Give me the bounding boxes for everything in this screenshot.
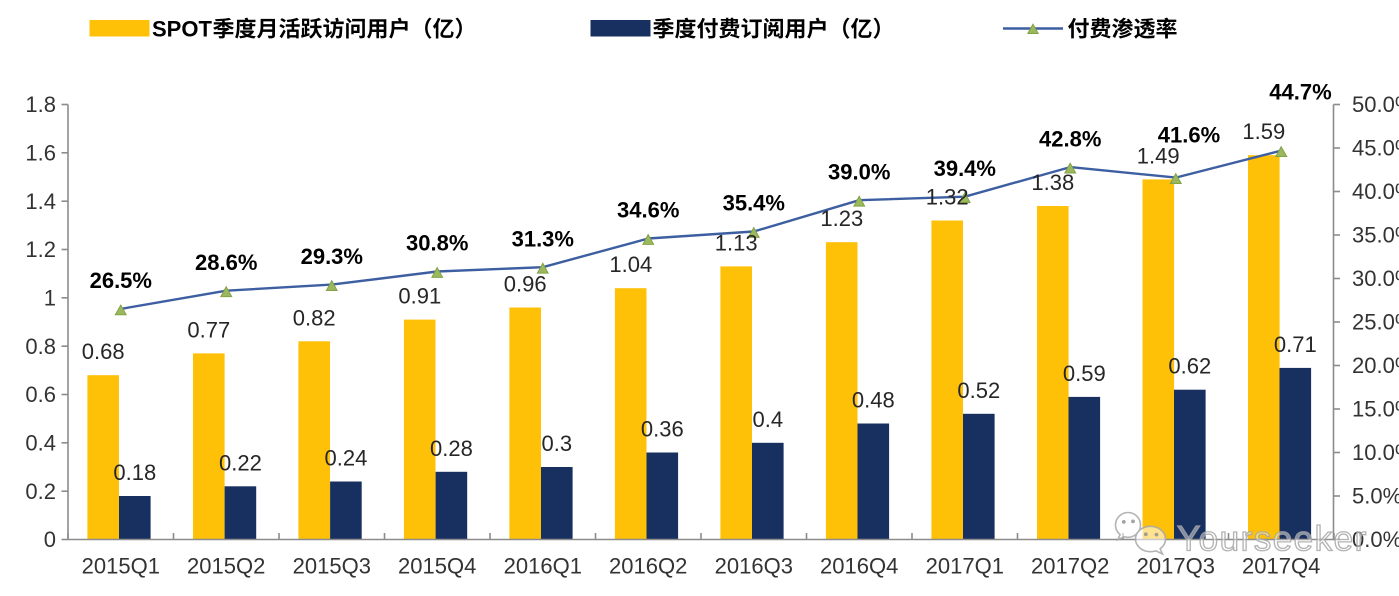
svg-text:0.77: 0.77 — [187, 317, 230, 342]
svg-text:2016Q4: 2016Q4 — [820, 554, 898, 579]
svg-text:26.5%: 26.5% — [90, 268, 152, 293]
svg-text:45.0%: 45.0% — [1352, 136, 1399, 161]
svg-text:2017Q4: 2017Q4 — [1242, 554, 1320, 579]
svg-text:39.0%: 39.0% — [828, 159, 890, 184]
svg-text:1: 1 — [44, 286, 56, 311]
svg-text:0.2: 0.2 — [25, 479, 56, 504]
svg-text:Yourseeker: Yourseeker — [1177, 520, 1368, 559]
svg-text:1.49: 1.49 — [1137, 143, 1180, 168]
svg-text:50.0%: 50.0% — [1352, 92, 1399, 117]
svg-text:1.13: 1.13 — [715, 230, 758, 255]
svg-text:0.91: 0.91 — [398, 284, 441, 309]
svg-text:2015Q4: 2015Q4 — [398, 554, 476, 579]
svg-text:34.6%: 34.6% — [617, 198, 679, 223]
svg-text:31.3%: 31.3% — [512, 226, 574, 251]
svg-text:10.0%: 10.0% — [1352, 440, 1399, 465]
svg-text:0.6: 0.6 — [25, 382, 56, 407]
svg-text:0.8: 0.8 — [25, 334, 56, 359]
svg-text:40.0%: 40.0% — [1352, 179, 1399, 204]
svg-text:1.6: 1.6 — [25, 141, 56, 166]
svg-text:42.8%: 42.8% — [1039, 126, 1101, 151]
svg-text:0.68: 0.68 — [82, 339, 125, 364]
svg-text:0.52: 0.52 — [957, 378, 1000, 403]
svg-text:0.24: 0.24 — [324, 446, 367, 471]
svg-text:2017Q1: 2017Q1 — [926, 554, 1004, 579]
svg-text:0.71: 0.71 — [1274, 332, 1317, 357]
svg-text:0.82: 0.82 — [293, 305, 336, 330]
svg-text:30.8%: 30.8% — [406, 231, 468, 256]
svg-text:0.4: 0.4 — [753, 407, 784, 432]
svg-text:5.0%: 5.0% — [1352, 484, 1399, 509]
svg-text:0.59: 0.59 — [1063, 361, 1106, 386]
svg-text:39.4%: 39.4% — [934, 156, 996, 181]
svg-text:2017Q2: 2017Q2 — [1031, 554, 1109, 579]
svg-text:29.3%: 29.3% — [301, 244, 363, 269]
svg-text:30.0%: 30.0% — [1352, 266, 1399, 291]
svg-text:2016Q3: 2016Q3 — [715, 554, 793, 579]
svg-text:2017Q3: 2017Q3 — [1137, 554, 1215, 579]
svg-text:0.36: 0.36 — [641, 417, 684, 442]
svg-text:1.32: 1.32 — [926, 185, 969, 210]
svg-text:2015Q2: 2015Q2 — [187, 554, 265, 579]
svg-text:0.22: 0.22 — [219, 450, 262, 475]
svg-text:0.28: 0.28 — [430, 436, 473, 461]
svg-text:2016Q2: 2016Q2 — [609, 554, 687, 579]
svg-text:0.0%: 0.0% — [1352, 527, 1399, 552]
svg-text:44.7%: 44.7% — [1269, 80, 1331, 105]
svg-text:SPOT: SPOT — [152, 17, 212, 42]
svg-text:1.59: 1.59 — [1242, 119, 1285, 144]
svg-text:25.0%: 25.0% — [1352, 310, 1399, 335]
svg-text:0: 0 — [44, 527, 56, 552]
svg-text:35.4%: 35.4% — [723, 191, 785, 216]
svg-text:28.6%: 28.6% — [195, 250, 257, 275]
svg-text:0.96: 0.96 — [504, 272, 547, 297]
svg-text:1.23: 1.23 — [820, 206, 863, 231]
svg-text:1.38: 1.38 — [1031, 170, 1074, 195]
svg-text:2016Q1: 2016Q1 — [504, 554, 582, 579]
svg-text:2015Q1: 2015Q1 — [82, 554, 160, 579]
svg-text:1.2: 1.2 — [25, 237, 56, 262]
svg-text:0.18: 0.18 — [113, 460, 156, 485]
svg-text:1.04: 1.04 — [609, 252, 652, 277]
svg-text:35.0%: 35.0% — [1352, 223, 1399, 248]
svg-text:0.4: 0.4 — [25, 431, 56, 456]
svg-text:0.3: 0.3 — [542, 431, 573, 456]
svg-text:20.0%: 20.0% — [1352, 353, 1399, 378]
svg-text:1.8: 1.8 — [25, 92, 56, 117]
svg-text:2015Q3: 2015Q3 — [293, 554, 371, 579]
svg-text:0.62: 0.62 — [1168, 354, 1211, 379]
svg-text:41.6%: 41.6% — [1158, 123, 1220, 148]
svg-text:15.0%: 15.0% — [1352, 397, 1399, 422]
svg-text:1.4: 1.4 — [25, 189, 56, 214]
svg-text:0.48: 0.48 — [852, 388, 895, 413]
